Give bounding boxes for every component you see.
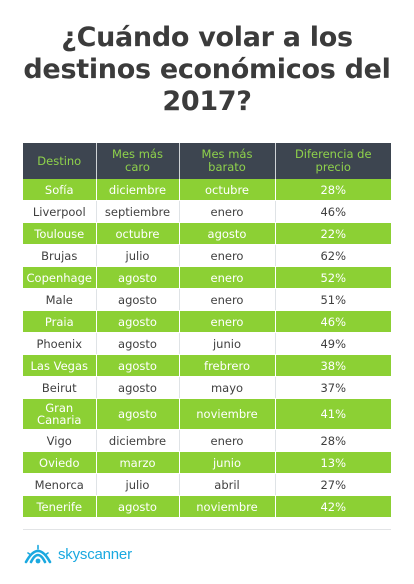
table-row: Praia agosto enero 46% xyxy=(23,310,391,333)
footer-divider xyxy=(23,529,391,530)
cell-mes-caro: marzo xyxy=(96,451,180,474)
cell-diferencia: 28% xyxy=(275,429,391,452)
cell-diferencia: 46% xyxy=(275,200,391,223)
cell-mes-barato: enero xyxy=(179,310,276,333)
header-mes-mas-barato: Mes más barato xyxy=(179,143,276,179)
cell-diferencia: 46% xyxy=(275,310,391,333)
cell-destino: Las Vegas xyxy=(23,354,97,377)
cell-mes-barato: junio xyxy=(179,451,276,474)
table-row: Copenhage agosto enero 52% xyxy=(23,266,391,289)
destinations-table: Destino Mes más caro Mes más barato Difere… xyxy=(23,143,391,518)
cell-mes-caro: diciembre xyxy=(96,179,180,201)
cell-diferencia: 52% xyxy=(275,266,391,289)
table-row: Male agosto enero 51% xyxy=(23,288,391,311)
cell-destino: Vigo xyxy=(23,429,97,452)
table-row: Liverpool septiembre enero 46% xyxy=(23,200,391,223)
cell-mes-barato: abril xyxy=(179,473,276,496)
cell-mes-caro: agosto xyxy=(96,288,180,311)
cell-destino: Copenhage xyxy=(23,266,97,289)
skyscanner-wordmark: skyscanner xyxy=(58,545,132,563)
cell-mes-barato: noviembre xyxy=(179,495,276,518)
cell-diferencia: 62% xyxy=(275,244,391,267)
cell-mes-barato: agosto xyxy=(179,222,276,245)
cell-diferencia: 37% xyxy=(275,376,391,399)
cell-mes-caro: diciembre xyxy=(96,429,180,452)
cell-mes-caro: septiembre xyxy=(96,200,180,223)
cell-mes-barato: enero xyxy=(179,288,276,311)
cell-mes-caro: agosto xyxy=(96,332,180,355)
table-row: Gran Canaria agosto noviembre 41% xyxy=(23,398,391,430)
cell-mes-barato: enero xyxy=(179,200,276,223)
cell-diferencia: 42% xyxy=(275,495,391,518)
cell-mes-caro: agosto xyxy=(96,495,180,518)
cell-destino: Male xyxy=(23,288,97,311)
cell-mes-barato: junio xyxy=(179,332,276,355)
cell-destino: Menorca xyxy=(23,473,97,496)
table-row: Vigo diciembre enero 28% xyxy=(23,429,391,452)
cell-mes-caro: agosto xyxy=(96,310,180,333)
cell-diferencia: 51% xyxy=(275,288,391,311)
cell-mes-caro: agosto xyxy=(96,376,180,399)
cell-mes-caro: agosto xyxy=(96,354,180,377)
cell-mes-caro: agosto xyxy=(96,266,180,289)
table-row: Phoenix agosto junio 49% xyxy=(23,332,391,355)
cell-mes-barato: enero xyxy=(179,244,276,267)
cell-destino: Toulouse xyxy=(23,222,97,245)
title-line-1: ¿Cuándo volar a los xyxy=(61,22,353,53)
cell-destino: Sofía xyxy=(23,179,97,201)
skyscanner-cloud-icon xyxy=(23,544,53,564)
cell-mes-barato: enero xyxy=(179,429,276,452)
cell-diferencia: 28% xyxy=(275,179,391,201)
cell-destino: Liverpool xyxy=(23,200,97,223)
cell-destino: Oviedo xyxy=(23,451,97,474)
cell-diferencia: 13% xyxy=(275,451,391,474)
cell-destino: Beirut xyxy=(23,376,97,399)
cell-mes-barato: octubre xyxy=(179,179,276,201)
cell-diferencia: 38% xyxy=(275,354,391,377)
page-title: ¿Cuándo volar a los destinos económicos … xyxy=(0,22,414,118)
table-row: Menorca julio abril 27% xyxy=(23,473,391,496)
title-line-2: destinos económicos del xyxy=(23,54,391,85)
table-row: Brujas julio enero 62% xyxy=(23,244,391,267)
header-mes-mas-caro: Mes más caro xyxy=(96,143,180,179)
table-row: Toulouse octubre agosto 22% xyxy=(23,222,391,245)
table-row: Tenerife agosto noviembre 42% xyxy=(23,495,391,518)
cell-mes-caro: julio xyxy=(96,244,180,267)
table-row: Sofía diciembre octubre 28% xyxy=(23,179,391,201)
table-header-row: Destino Mes más caro Mes más barato Difere… xyxy=(23,143,391,179)
cell-destino: Phoenix xyxy=(23,332,97,355)
cell-mes-barato: mayo xyxy=(179,376,276,399)
cell-mes-caro: agosto xyxy=(96,398,180,430)
cell-destino: Gran Canaria xyxy=(23,398,97,430)
cell-destino: Praia xyxy=(23,310,97,333)
cell-mes-barato: noviembre xyxy=(179,398,276,430)
header-destino: Destino xyxy=(23,143,97,179)
table-row: Oviedo marzo junio 13% xyxy=(23,451,391,474)
cell-mes-barato: enero xyxy=(179,266,276,289)
table-row: Las Vegas agosto frebrero 38% xyxy=(23,354,391,377)
table-row: Beirut agosto mayo 37% xyxy=(23,376,391,399)
cell-diferencia: 27% xyxy=(275,473,391,496)
cell-destino: Brujas xyxy=(23,244,97,267)
cell-destino: Tenerife xyxy=(23,495,97,518)
cell-diferencia: 22% xyxy=(275,222,391,245)
header-diferencia-precio: Diferencia de precio xyxy=(275,143,391,179)
cell-diferencia: 49% xyxy=(275,332,391,355)
skyscanner-logo: skyscanner xyxy=(23,542,132,566)
cell-mes-caro: octubre xyxy=(96,222,180,245)
cell-mes-caro: julio xyxy=(96,473,180,496)
title-line-3: 2017? xyxy=(162,86,252,117)
cell-mes-barato: frebrero xyxy=(179,354,276,377)
cell-diferencia: 41% xyxy=(275,398,391,430)
